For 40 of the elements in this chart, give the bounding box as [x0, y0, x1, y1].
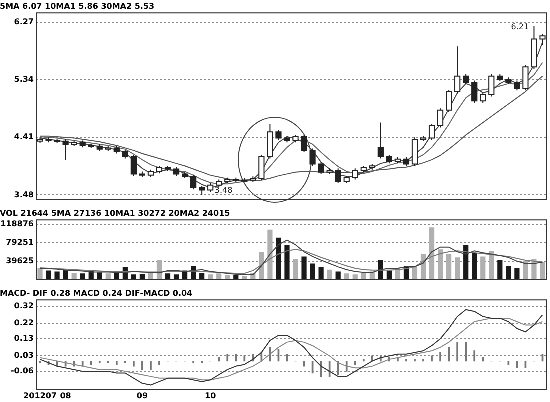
y-tick-label: -0.06 [10, 366, 34, 376]
y-tick-label: 0.13 [14, 334, 34, 344]
x-tick-label: 10 [205, 391, 217, 400]
bar [46, 270, 52, 280]
bar [38, 268, 43, 280]
bar [506, 266, 512, 280]
y-tick-label: 0.22 [14, 318, 34, 328]
y-tick-label: 6.27 [14, 18, 34, 27]
annotation: 6.21 [511, 22, 530, 32]
bar [472, 252, 478, 280]
bar [268, 230, 273, 280]
bar [498, 260, 503, 280]
y-tick-label: 79251 [6, 238, 34, 248]
chart-title: VOL 21644 5MA 27136 10MA1 30272 20MA2 24015 [0, 208, 231, 218]
y-tick-label: 118876 [0, 219, 34, 228]
y-tick-label: 3.48 [14, 190, 34, 200]
bar [446, 254, 452, 280]
bar [480, 256, 486, 280]
y-tick-label: 39625 [6, 256, 34, 266]
y-tick-label: 4.41 [14, 132, 34, 142]
y-tick-label: 0.03 [14, 351, 34, 360]
x-tick-label: 201207 [24, 391, 57, 400]
chart-title: 5MA 6.07 10MA1 5.86 30MA2 5.53 [0, 2, 155, 11]
bar [455, 258, 460, 280]
bar [54, 272, 60, 280]
bar [310, 264, 316, 280]
bar [284, 244, 290, 280]
bar [523, 261, 528, 280]
y-tick-label: 0.32 [14, 302, 34, 311]
bar [276, 238, 282, 280]
bar [302, 256, 307, 280]
chart-title: MACD- DIF 0.28 MACD 0.24 DIF-MACD 0.04 [0, 288, 194, 298]
bar [293, 259, 298, 280]
bar [540, 262, 546, 280]
y-tick-label: 5.34 [14, 75, 34, 84]
x-tick-label: 09 [136, 391, 148, 400]
bar [438, 250, 444, 280]
bar [429, 228, 435, 280]
x-tick-label: 08 [60, 391, 72, 400]
annotation: 3.48 [214, 186, 233, 195]
